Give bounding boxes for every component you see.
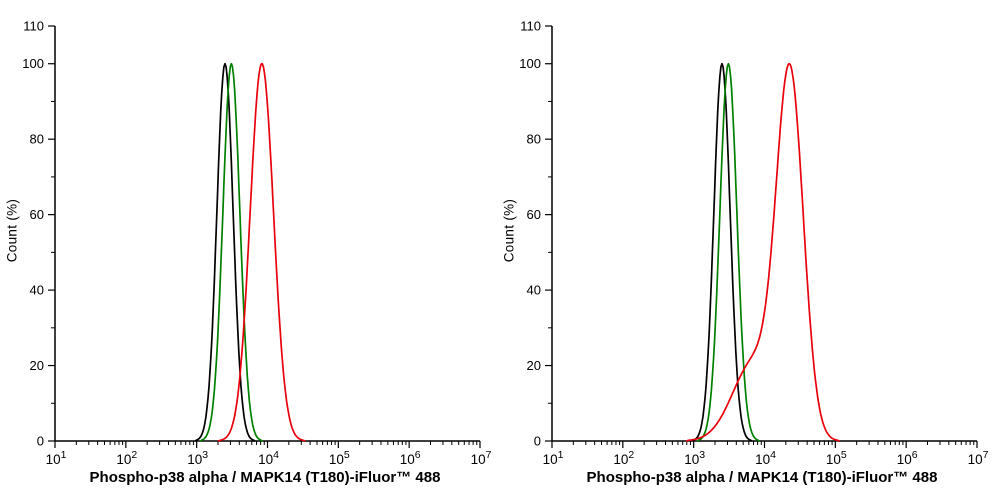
y-tick-label: 100 xyxy=(519,56,541,71)
y-tick-label: 20 xyxy=(527,358,541,373)
y-tick-label: 20 xyxy=(30,358,44,373)
y-tick-label: 40 xyxy=(30,283,44,298)
curve-red-curve xyxy=(217,62,306,442)
y-tick-label: 110 xyxy=(520,19,541,34)
x-tick-label: 107 xyxy=(471,449,492,467)
y-tick-label: 0 xyxy=(37,434,44,449)
x-tick-label: 104 xyxy=(755,449,776,467)
y-tick-label: 60 xyxy=(30,207,44,222)
x-tick-label: 105 xyxy=(329,449,350,467)
y-axis-title-right: Count (%) xyxy=(501,198,517,263)
curve-black-curve xyxy=(691,62,753,442)
panel-left: 0 20 40 60 80 100 110 101 102 103 104 105 106 107 Cou… xyxy=(4,18,492,486)
y-tick-label: 60 xyxy=(527,207,541,222)
x-tick-label: 106 xyxy=(400,449,421,467)
curve-green-curve xyxy=(199,62,264,442)
x-tick-label: 103 xyxy=(187,449,208,467)
flow-histogram-left: 0 20 40 60 80 100 110 101 102 103 104 105 106 107 xyxy=(22,19,492,468)
x-axis-title-left: Phospho-p38 alpha / MAPK14 (T180)-iFluor… xyxy=(89,469,441,486)
x-tick-label: 103 xyxy=(684,449,705,467)
y-axis-title-left: Count (%) xyxy=(4,198,20,263)
y-tick-label: 110 xyxy=(23,19,44,34)
panel-right: 0 20 40 60 80 100 110 101 102 103 104 105 106 107 Cou… xyxy=(497,0,994,501)
curve-red-curve xyxy=(686,62,840,442)
y-tick-label: 80 xyxy=(30,132,44,147)
x-tick-label: 102 xyxy=(613,449,634,467)
x-tick-label: 101 xyxy=(543,449,564,467)
y-tick-label: 100 xyxy=(22,56,44,71)
y-tick-label: 80 xyxy=(527,132,541,147)
curve-green-curve xyxy=(696,62,761,442)
x-tick-label: 107 xyxy=(968,449,989,467)
y-tick-label: 0 xyxy=(534,434,541,449)
x-tick-label: 104 xyxy=(258,449,279,467)
curve-black-curve xyxy=(194,62,256,442)
x-tick-label: 102 xyxy=(116,449,137,467)
x-axis-title-right: Phospho-p38 alpha / MAPK14 (T180)-iFluor… xyxy=(586,469,938,486)
x-tick-label: 106 xyxy=(897,449,918,467)
y-tick-label: 40 xyxy=(527,283,541,298)
x-tick-label: 105 xyxy=(826,449,847,467)
flow-histogram-right: 0 20 40 60 80 100 110 101 102 103 104 105 106 107 xyxy=(519,19,989,468)
x-tick-label: 101 xyxy=(46,449,67,467)
